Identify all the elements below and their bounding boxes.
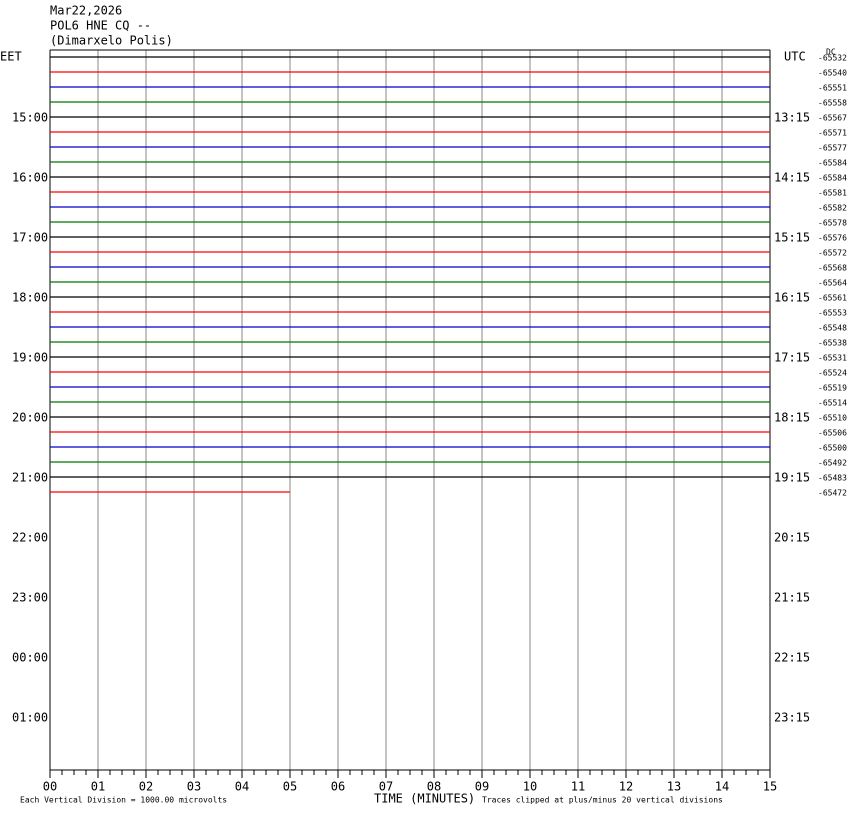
location: (Dimarxelo Polis)	[50, 34, 173, 48]
dc-offset: -65581	[818, 189, 847, 198]
right-hour: 21:15	[774, 591, 810, 605]
right-hour: 22:15	[774, 651, 810, 665]
right-hour: 20:15	[774, 531, 810, 545]
right-hour: 13:15	[774, 111, 810, 125]
right-hour: 18:15	[774, 411, 810, 425]
minute-label: 07	[379, 780, 393, 794]
date: Mar22,2026	[50, 4, 122, 18]
left-hour: 21:00	[12, 471, 48, 485]
left-zone: EET	[0, 50, 22, 64]
left-hour: 18:00	[12, 291, 48, 305]
right-hour: 14:15	[774, 171, 810, 185]
dc-offset: -65568	[818, 264, 847, 273]
dc-offset: -65532	[818, 54, 847, 63]
minute-label: 02	[139, 780, 153, 794]
dc-offset: -65524	[818, 369, 847, 378]
dc-offset: -65551	[818, 84, 847, 93]
right-hour: 23:15	[774, 711, 810, 725]
dc-offset: -65492	[818, 459, 847, 468]
dc-offset: -65584	[818, 159, 847, 168]
scale-note: Each Vertical Division = 1000.00 microvo…	[20, 796, 227, 805]
dc-offset: -65538	[818, 339, 847, 348]
minute-label: 11	[571, 780, 585, 794]
dc-offset: -65584	[818, 174, 847, 183]
left-hour: 20:00	[12, 411, 48, 425]
left-hour: 00:00	[12, 651, 48, 665]
dc-offset: -65510	[818, 414, 847, 423]
dc-offset: -65519	[818, 384, 847, 393]
dc-offset: -65576	[818, 234, 847, 243]
minute-label: 09	[475, 780, 489, 794]
left-hour: 17:00	[12, 231, 48, 245]
minute-label: 12	[619, 780, 633, 794]
minute-label: 04	[235, 780, 249, 794]
dc-offset: -65561	[818, 294, 847, 303]
left-hour: 15:00	[12, 111, 48, 125]
minute-label: 08	[427, 780, 441, 794]
dc-offset: -65540	[818, 69, 847, 78]
minute-label: 13	[667, 780, 681, 794]
minute-label: 00	[43, 780, 57, 794]
dc-offset: -65483	[818, 474, 847, 483]
right-hour: 15:15	[774, 231, 810, 245]
dc-offset: -65553	[818, 309, 847, 318]
dc-offset: -65531	[818, 354, 847, 363]
dc-offset: -65571	[818, 129, 847, 138]
dc-offset: -65514	[818, 399, 847, 408]
left-hour: 01:00	[12, 711, 48, 725]
dc-offset: -65582	[818, 204, 847, 213]
dc-offset: -65506	[818, 429, 847, 438]
minute-label: 15	[763, 780, 777, 794]
minute-label: 06	[331, 780, 345, 794]
dc-offset: -65577	[818, 144, 847, 153]
right-hour: 16:15	[774, 291, 810, 305]
dc-offset: -65572	[818, 249, 847, 258]
minute-label: 01	[91, 780, 105, 794]
dc-offset: -65500	[818, 444, 847, 453]
left-hour: 16:00	[12, 171, 48, 185]
right-zone: UTC	[784, 50, 806, 64]
x-axis-label: TIME (MINUTES)	[374, 792, 475, 806]
dc-offset: -65558	[818, 99, 847, 108]
right-hour: 17:15	[774, 351, 810, 365]
minute-label: 03	[187, 780, 201, 794]
left-hour: 22:00	[12, 531, 48, 545]
dc-offset: -65578	[818, 219, 847, 228]
minute-label: 05	[283, 780, 297, 794]
minute-label: 10	[523, 780, 537, 794]
dc-offset: -65567	[818, 114, 847, 123]
dc-offset: -65472	[818, 489, 847, 498]
right-hour: 19:15	[774, 471, 810, 485]
dc-label: DC	[826, 48, 836, 57]
left-hour: 23:00	[12, 591, 48, 605]
station: POL6 HNE CQ --	[50, 19, 151, 33]
dc-offset: -65548	[818, 324, 847, 333]
clip-note: Traces clipped at plus/minus 20 vertical…	[482, 796, 723, 805]
left-hour: 19:00	[12, 351, 48, 365]
dc-offset: -65564	[818, 279, 847, 288]
minute-label: 14	[715, 780, 729, 794]
